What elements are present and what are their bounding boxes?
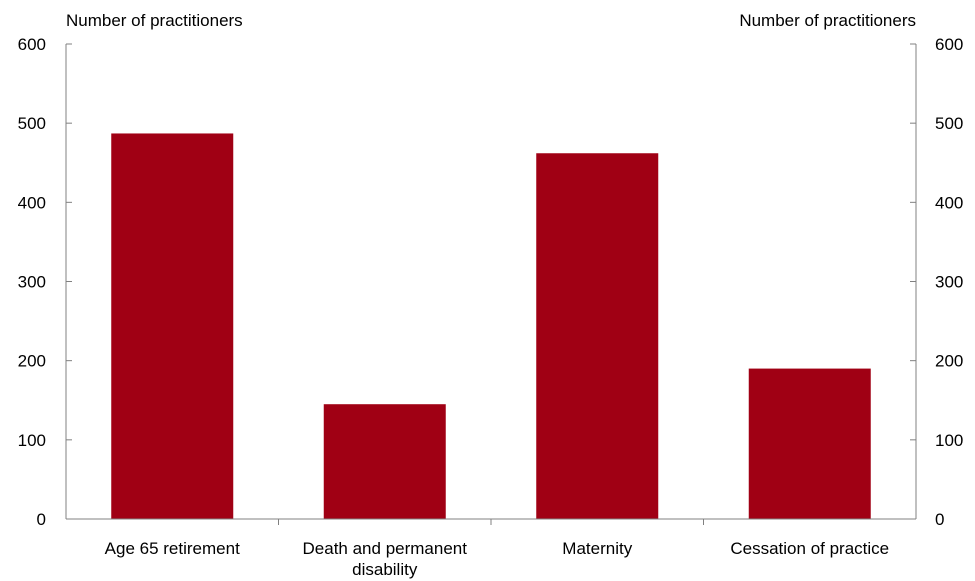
right-axis-title: Number of practitioners: [739, 11, 916, 30]
bar-2: [536, 153, 658, 519]
right-tick-label: 200: [935, 352, 963, 371]
x-category-label: Age 65 retirement: [105, 539, 240, 558]
x-category-label-line: Cessation of practice: [730, 539, 889, 558]
right-tick-label: 500: [935, 114, 963, 133]
left-tick-label: 400: [18, 193, 46, 212]
x-category-label: Death and permanent disability: [303, 539, 468, 579]
x-category-label: Maternity: [562, 539, 632, 558]
x-category-label-line: disability: [352, 560, 418, 579]
right-tick-label: 600: [935, 35, 963, 54]
left-tick-label: 100: [18, 431, 46, 450]
left-tick-label: 600: [18, 35, 46, 54]
right-tick-label: 0: [935, 510, 944, 529]
x-category-label: Cessation of practice: [730, 539, 889, 558]
x-category-label-line: Death and permanent: [303, 539, 468, 558]
left-tick-label: 0: [37, 510, 46, 529]
right-tick-label: 400: [935, 193, 963, 212]
right-tick-label: 100: [935, 431, 963, 450]
bar-1: [324, 404, 446, 519]
bar-3: [749, 369, 871, 519]
left-axis-title: Number of practitioners: [66, 11, 243, 30]
right-tick-label: 300: [935, 273, 963, 292]
left-tick-label: 300: [18, 273, 46, 292]
left-tick-label: 500: [18, 114, 46, 133]
left-tick-label: 200: [18, 352, 46, 371]
bars-group: [111, 133, 871, 519]
x-category-label-line: Age 65 retirement: [105, 539, 240, 558]
x-category-label-line: Maternity: [562, 539, 632, 558]
bar-0: [111, 133, 233, 519]
